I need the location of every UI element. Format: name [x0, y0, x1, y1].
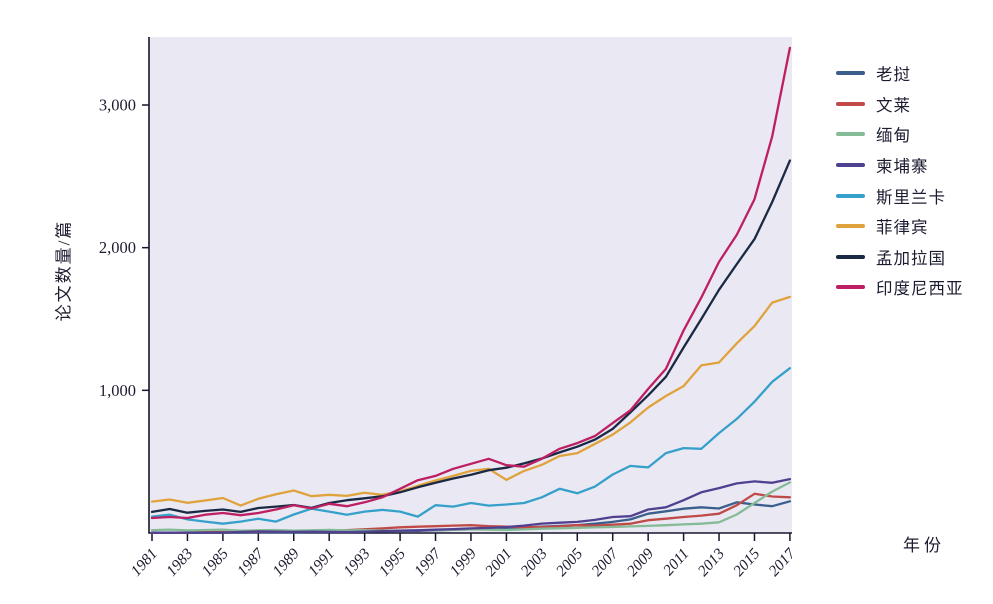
x-tick-label-2003: 2003: [517, 545, 551, 580]
legend: 老挝文莱缅甸柬埔寨斯里兰卡菲律宾孟加拉国印度尼西亚: [836, 58, 964, 303]
legend-label-laos: 老挝: [876, 65, 911, 85]
x-tick-label-1983: 1983: [163, 545, 197, 580]
x-tick-label-1989: 1989: [269, 545, 303, 580]
legend-item-bangladesh: 孟加拉国: [836, 242, 964, 273]
x-tick-label-1987: 1987: [234, 544, 268, 579]
legend-label-brunei: 文莱: [876, 95, 911, 115]
legend-item-philippines: 菲律宾: [836, 211, 964, 242]
axis-spines: [148, 37, 792, 534]
x-tick-label-1997: 1997: [411, 544, 445, 579]
y-tick-label-1000: 1,000: [99, 381, 136, 400]
x-tick-label-2013: 2013: [695, 545, 729, 580]
x-tick-label-1991: 1991: [305, 545, 338, 579]
x-tick-label-2007: 2007: [588, 544, 622, 579]
legend-swatch-indonesia: [836, 285, 865, 290]
x-tick-label-1999: 1999: [447, 545, 481, 580]
series-line-philippines: [150, 295, 792, 507]
x-tick-label-2011: 2011: [660, 545, 693, 579]
x-tick-label-2005: 2005: [553, 545, 587, 580]
legend-label-indonesia: 印度尼西亚: [876, 279, 964, 299]
y-tick-label-3000: 3,000: [99, 96, 136, 115]
legend-item-indonesia: 印度尼西亚: [836, 272, 964, 303]
x-tick-label-2009: 2009: [624, 545, 658, 580]
legend-item-laos: 老挝: [836, 58, 964, 89]
legend-swatch-myanmar: [836, 132, 865, 137]
legend-label-cambodia: 柬埔寨: [876, 157, 929, 177]
x-tick-label-2001: 2001: [482, 545, 515, 579]
y-axis-title: 论文数量/篇: [54, 219, 74, 322]
x-tick-label-1995: 1995: [376, 545, 410, 580]
legend-swatch-sri-lanka: [836, 193, 865, 198]
legend-swatch-laos: [836, 71, 865, 76]
legend-item-brunei: 文莱: [836, 89, 964, 120]
legend-label-philippines: 菲律宾: [876, 218, 929, 238]
series-line-bangladesh: [150, 159, 792, 514]
legend-swatch-philippines: [836, 224, 865, 229]
series-line-indonesia: [150, 46, 792, 520]
legend-swatch-bangladesh: [836, 254, 865, 259]
legend-swatch-cambodia: [836, 163, 865, 168]
series-line-cambodia: [150, 477, 792, 534]
legend-label-sri-lanka: 斯里兰卡: [876, 187, 946, 207]
legend-swatch-brunei: [836, 101, 865, 106]
legend-item-cambodia: 柬埔寨: [836, 150, 964, 181]
legend-item-myanmar: 缅甸: [836, 119, 964, 150]
plot-background: [149, 37, 792, 533]
x-tick-label-1993: 1993: [340, 545, 374, 580]
x-tick-label-1981: 1981: [128, 545, 161, 579]
legend-label-bangladesh: 孟加拉国: [876, 248, 946, 268]
series-line-sri-lanka: [150, 367, 792, 525]
x-tick-label-2015: 2015: [730, 545, 764, 580]
x-tick-label-2017: 2017: [766, 544, 800, 579]
x-axis-title: 年份: [903, 536, 945, 555]
x-tick-label-1985: 1985: [198, 545, 232, 580]
y-tick-label-2000: 2,000: [99, 238, 136, 257]
legend-label-myanmar: 缅甸: [876, 126, 911, 146]
legend-item-sri-lanka: 斯里兰卡: [836, 180, 964, 211]
